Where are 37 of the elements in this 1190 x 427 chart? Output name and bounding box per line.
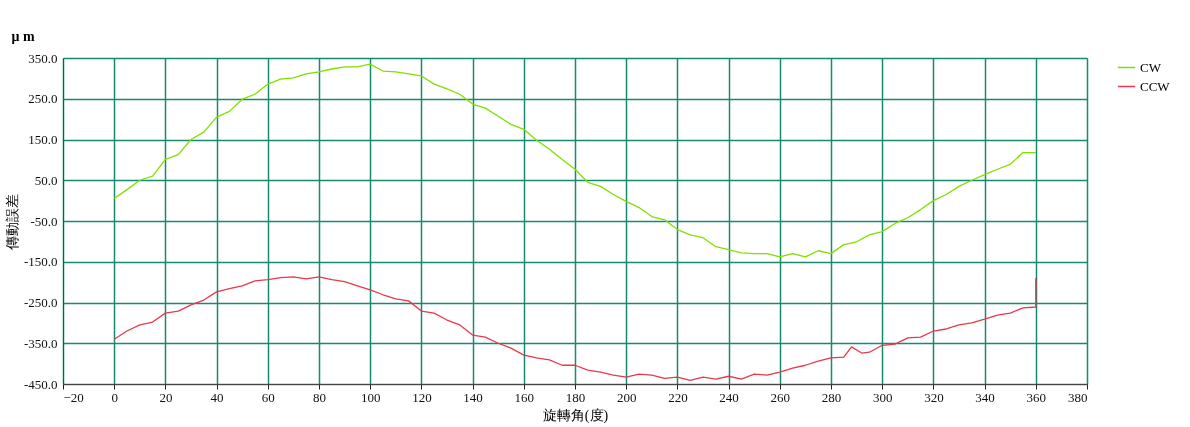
y-tick-label: 150.0 — [28, 132, 58, 147]
x-tick-label: 140 — [463, 389, 483, 405]
x-tick-label: 360 — [1026, 389, 1047, 405]
x-tick-label: 260 — [770, 389, 791, 405]
legend-label: CCW — [1140, 78, 1171, 94]
x-tick-label: 200 — [616, 389, 637, 405]
x-axis-title: 旋轉角(度) — [542, 407, 609, 424]
x-tick-label: 20 — [159, 389, 173, 405]
x-tick-label: 340 — [975, 389, 995, 405]
x-tick-label: 380 — [1068, 389, 1088, 405]
y-tick-label: -450.0 — [23, 376, 58, 392]
x-tick-label: 240 — [719, 389, 739, 405]
y-tick-label: -50.0 — [30, 213, 58, 229]
x-tick-label: −20 — [63, 389, 84, 405]
line-series — [113, 276, 1037, 381]
legend-label: CW — [1140, 59, 1162, 75]
y-tick-label: -150.0 — [23, 254, 58, 270]
text: μ m — [11, 29, 35, 44]
x-tick-label: 0 — [111, 389, 118, 405]
line-series — [113, 63, 1037, 258]
x-tick-label: 160 — [514, 389, 535, 405]
y-tick-label: 350.0 — [28, 50, 58, 66]
x-tick-label: 100 — [360, 389, 381, 405]
x-tick-label: 280 — [821, 389, 842, 405]
x-tick-label: 320 — [924, 389, 944, 405]
x-tick-label: 80 — [313, 389, 326, 405]
y-axis-title: 傳動誤差 — [4, 193, 20, 251]
x-tick-label: 40 — [210, 389, 224, 405]
x-tick-label: 120 — [412, 389, 432, 405]
x-tick-label: 60 — [261, 389, 275, 405]
x-tick-label: 220 — [668, 389, 688, 405]
y-tick-label: 250.0 — [28, 91, 58, 107]
x-tick-label: 180 — [565, 389, 586, 405]
y-tick-label: 50.0 — [34, 172, 58, 188]
y-tick-label: -250.0 — [23, 295, 58, 310]
y-tick-label: -350.0 — [23, 335, 58, 351]
x-tick-label: 300 — [872, 389, 893, 405]
